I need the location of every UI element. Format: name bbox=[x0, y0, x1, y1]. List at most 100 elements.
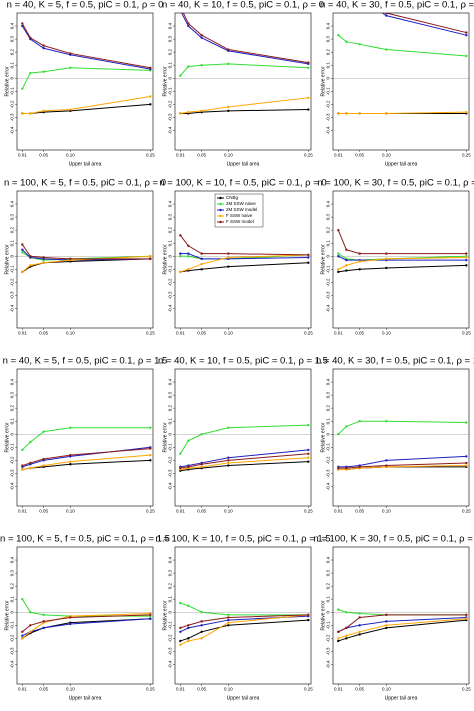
y-tick-label: 0.1 bbox=[10, 418, 15, 425]
y-tick-label: 0.1 bbox=[168, 240, 173, 247]
point bbox=[358, 616, 361, 619]
point bbox=[69, 463, 72, 466]
point bbox=[385, 266, 388, 270]
y-tick-label: -0.1 bbox=[168, 443, 173, 451]
y-tick-label: 0.3 bbox=[10, 569, 15, 576]
y-tick-label: 0.1 bbox=[10, 596, 15, 603]
point bbox=[227, 256, 230, 259]
panel: n = 40, K = 30, f = 0.5, piC = 0.1, ρ = … bbox=[320, 0, 474, 167]
panel: n = 40, K = 10, f = 0.5, piC = 0.1, ρ = … bbox=[162, 0, 324, 167]
y-tick-label: -0.2 bbox=[10, 456, 15, 464]
point bbox=[179, 626, 182, 630]
point bbox=[187, 639, 190, 643]
y-tick-label: -0.2 bbox=[326, 100, 331, 108]
point bbox=[345, 112, 348, 115]
legend-marker bbox=[219, 214, 222, 218]
point bbox=[337, 228, 340, 232]
panel: n = 100, K = 5, f = 0.5, piC = 0.1, ρ = … bbox=[4, 178, 166, 336]
y-tick-label: 0.2 bbox=[168, 583, 173, 590]
x-tick-label: 0.01 bbox=[176, 331, 185, 336]
y-tick-label: 0.2 bbox=[168, 49, 173, 56]
point bbox=[21, 464, 24, 467]
point bbox=[385, 464, 388, 467]
y-tick-label: -0.3 bbox=[168, 113, 173, 121]
y-tick-label: -0.4 bbox=[326, 126, 331, 134]
point bbox=[200, 637, 203, 640]
point bbox=[465, 421, 468, 424]
point bbox=[227, 456, 230, 459]
x-tick-label: 0.10 bbox=[382, 509, 391, 514]
x-tick-label: 0.01 bbox=[18, 153, 27, 158]
y-tick-label: -0.4 bbox=[10, 660, 15, 668]
panel-title: n = 40, K = 5, f = 0.5, piC = 0.1, ρ = 1… bbox=[3, 356, 168, 367]
point bbox=[465, 258, 468, 262]
series-line bbox=[385, 13, 467, 34]
point bbox=[465, 617, 468, 620]
x-tick-label: 0.05 bbox=[197, 687, 206, 692]
y-tick-label: -0.3 bbox=[10, 113, 15, 121]
point bbox=[227, 426, 230, 429]
y-tick-label: 0 bbox=[10, 610, 15, 613]
y-tick-label: 0 bbox=[168, 610, 173, 613]
point bbox=[385, 257, 388, 261]
x-tick-label: 0.10 bbox=[382, 153, 391, 158]
y-tick-label: 0.2 bbox=[10, 49, 15, 56]
legend-marker bbox=[219, 202, 222, 206]
x-tick-label: 0.25 bbox=[462, 331, 471, 336]
point bbox=[465, 110, 468, 114]
y-axis-label: Relative error bbox=[320, 66, 326, 96]
series-line bbox=[21, 23, 151, 69]
plot-frame bbox=[174, 546, 312, 685]
point bbox=[337, 433, 340, 436]
y-tick-label: 0 bbox=[168, 76, 173, 79]
y-tick-label: 0.3 bbox=[10, 213, 15, 220]
point bbox=[345, 40, 348, 43]
legend-label: 2M SSW naive bbox=[226, 201, 256, 206]
point bbox=[179, 112, 182, 115]
point bbox=[465, 33, 468, 37]
series-line bbox=[337, 420, 467, 435]
y-tick-label: 0.3 bbox=[168, 213, 173, 220]
series-line bbox=[179, 63, 309, 76]
point bbox=[69, 66, 72, 70]
x-tick-label: 0.25 bbox=[304, 153, 313, 158]
x-tick-label: 0.25 bbox=[146, 153, 155, 158]
x-tick-label: 0.01 bbox=[18, 509, 27, 514]
series-line bbox=[337, 229, 467, 255]
point bbox=[345, 258, 348, 262]
point bbox=[42, 430, 45, 433]
plot-frame bbox=[174, 190, 312, 329]
y-tick-label: 0.3 bbox=[326, 35, 331, 42]
x-tick-label: 0.10 bbox=[66, 687, 75, 692]
point bbox=[179, 630, 182, 634]
x-tick-label: 0.10 bbox=[224, 331, 233, 336]
series-line bbox=[381, 13, 467, 36]
point bbox=[307, 423, 310, 427]
point bbox=[200, 465, 203, 469]
plot-frame bbox=[174, 12, 312, 151]
point bbox=[358, 630, 361, 634]
point bbox=[227, 109, 230, 113]
point bbox=[307, 261, 310, 264]
point bbox=[358, 624, 361, 627]
y-axis-label: Relative error bbox=[162, 244, 168, 274]
point bbox=[465, 464, 468, 467]
y-tick-label: 0.3 bbox=[168, 569, 173, 576]
point bbox=[227, 624, 230, 627]
legend-marker bbox=[219, 208, 222, 212]
x-tick-label: 0.01 bbox=[334, 509, 343, 514]
point bbox=[200, 257, 203, 261]
y-tick-label: 0.2 bbox=[326, 405, 331, 412]
y-tick-label: -0.4 bbox=[10, 482, 15, 490]
point bbox=[21, 251, 24, 254]
series-line bbox=[22, 103, 151, 114]
point bbox=[69, 460, 72, 463]
plot-frame bbox=[16, 12, 154, 151]
point bbox=[337, 252, 340, 255]
panel: n = 40, K = 5, f = 0.5, piC = 0.1, ρ = 0… bbox=[4, 0, 163, 167]
point bbox=[187, 252, 190, 255]
point bbox=[337, 255, 340, 258]
point bbox=[187, 22, 190, 25]
point bbox=[345, 248, 348, 251]
